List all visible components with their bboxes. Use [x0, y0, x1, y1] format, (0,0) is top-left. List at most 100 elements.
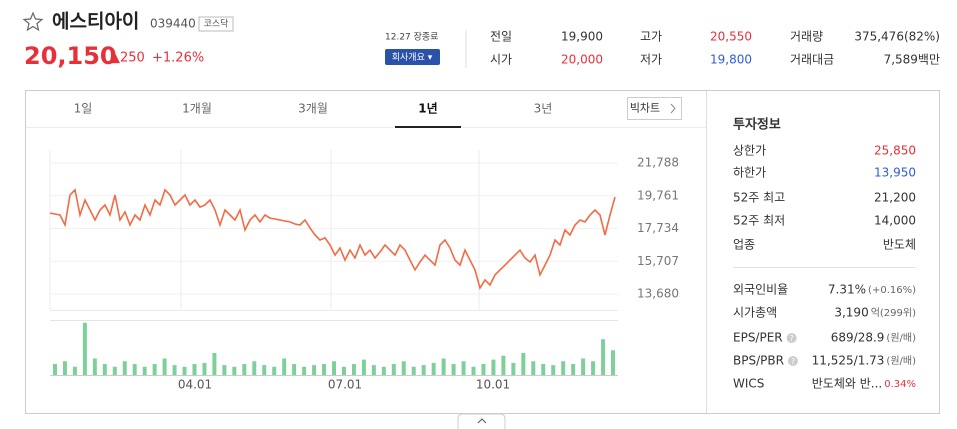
- summary-label: 시가: [490, 53, 512, 67]
- collapse-icon: [477, 418, 487, 424]
- volume-bar: [112, 366, 117, 375]
- info-label: 업종: [733, 238, 755, 252]
- volume-bar: [172, 365, 177, 375]
- info-value: 반도체: [883, 238, 916, 252]
- volume-bar: [441, 358, 446, 375]
- volume-bar: [62, 361, 67, 375]
- volume-bar: [431, 362, 436, 375]
- market-badge: [198, 16, 234, 32]
- volume-bar: [571, 364, 576, 375]
- info-label: 52주 최고: [733, 191, 785, 205]
- y-tick-label: 19,761: [637, 188, 679, 202]
- volume-bar: [471, 366, 476, 375]
- info-label: 상한가: [733, 144, 766, 158]
- period-tab[interactable]: 1년: [418, 102, 437, 116]
- info-note: (+0.16%): [868, 285, 916, 296]
- volume-bar: [511, 362, 516, 375]
- market-status: 12.27 장종료: [385, 32, 438, 43]
- volume-bar: [162, 358, 167, 375]
- volume-bar: [52, 364, 57, 375]
- y-tick-label: 21,788: [637, 156, 679, 170]
- summary-label: 거래량: [790, 30, 823, 44]
- info-label: 하한가: [733, 166, 766, 180]
- summary-value: 7,589백만: [884, 53, 940, 67]
- change-pct: +1.26%: [152, 51, 204, 66]
- summary-value: 19,900: [561, 30, 603, 44]
- volume-bar: [451, 364, 456, 375]
- volume-bar: [292, 364, 297, 375]
- period-tab[interactable]: 3개월: [298, 102, 328, 116]
- volume-bar: [541, 364, 546, 375]
- big-chart-button[interactable]: [627, 97, 682, 120]
- info-note: 0.34%: [884, 379, 916, 390]
- info-label: WICS: [733, 377, 764, 391]
- period-tab[interactable]: 3년: [534, 102, 553, 116]
- volume-bar: [92, 358, 97, 375]
- volume-bar: [411, 366, 416, 375]
- volume-bar: [252, 361, 257, 375]
- help-mark: ?: [790, 334, 794, 343]
- volume-bar: [232, 366, 237, 375]
- x-label: 07.01: [328, 378, 362, 392]
- change: ▲250: [110, 51, 145, 66]
- active-tab-underline: [395, 126, 461, 128]
- info-value: 11,525/1.73: [812, 354, 885, 368]
- volume-bar: [262, 365, 267, 375]
- help-icon: [787, 356, 798, 366]
- summary-value: 19,800: [710, 53, 752, 67]
- volume-bar: [521, 353, 526, 375]
- chevron: [670, 103, 676, 114]
- summary-label: 전일: [490, 30, 512, 44]
- info-note: (원/배): [886, 332, 916, 344]
- volume-bar: [611, 350, 616, 375]
- summary-value: 20,000: [561, 53, 603, 67]
- summary-label: 저가: [640, 53, 662, 67]
- volume-bar: [142, 366, 147, 375]
- info-label: EPS/PER: [733, 331, 783, 345]
- info-value: 21,200: [874, 191, 916, 205]
- info-label: 시가총액: [733, 306, 777, 320]
- x-label: 04.01: [178, 378, 212, 392]
- info-label: BPS/PBR: [733, 354, 784, 368]
- volume-bar: [82, 322, 87, 375]
- volume-bar: [322, 364, 327, 375]
- volume-bar: [332, 361, 336, 375]
- favorite-star[interactable]: [22, 11, 44, 32]
- info-value: 25,850: [874, 144, 916, 158]
- collapse-tab[interactable]: [457, 413, 506, 429]
- info-note: (원/배): [886, 355, 916, 367]
- info-label: 외국인비율: [733, 283, 788, 297]
- volume-bar: [122, 361, 127, 375]
- volume-bar: [361, 359, 366, 375]
- period-tab[interactable]: 1일: [74, 102, 93, 116]
- info-value: 3,190: [834, 306, 868, 320]
- info-value: 13,950: [874, 166, 916, 180]
- y-tick-label: 13,680: [637, 287, 679, 301]
- volume-bar: [391, 364, 396, 375]
- volume-bar: [551, 365, 556, 375]
- volume-bar: [202, 362, 207, 375]
- volume-bar: [182, 366, 187, 375]
- x-label: 10.01: [476, 378, 510, 392]
- chart-box: [25, 90, 940, 414]
- help-mark: ?: [791, 357, 795, 366]
- volume-bar: [491, 359, 496, 375]
- volume-bar: [312, 365, 317, 375]
- info-label: 52주 최저: [733, 214, 785, 228]
- volume-bar: [341, 366, 346, 375]
- volume-bar: [601, 339, 606, 375]
- y-tick-label: 15,707: [637, 254, 679, 268]
- stock-code: 039440: [150, 17, 196, 31]
- company-button-label: 회사개요 ▾: [392, 52, 433, 63]
- period-tab[interactable]: 1개월: [182, 102, 212, 116]
- big-chart-label: 빅차트: [630, 102, 660, 115]
- volume-bar: [302, 366, 307, 375]
- y-tick-label: 17,734: [637, 221, 679, 235]
- company-button[interactable]: [385, 49, 440, 65]
- info-value: 14,000: [874, 214, 916, 228]
- volume-bar: [501, 355, 506, 375]
- volume-bar: [282, 358, 287, 375]
- volume-bar: [242, 364, 247, 375]
- market: 코스닥: [204, 19, 229, 30]
